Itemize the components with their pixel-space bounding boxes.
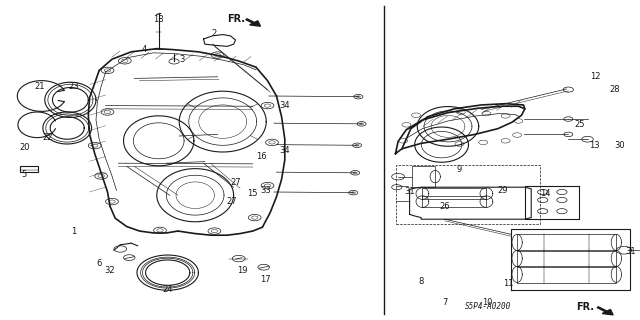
Text: 17: 17 [260,276,271,284]
FancyArrow shape [597,307,613,315]
Text: 5: 5 [22,170,27,179]
Text: 7: 7 [442,298,447,307]
Circle shape [355,144,360,147]
Circle shape [353,172,358,174]
Text: 31: 31 [404,188,415,196]
Text: 19: 19 [237,266,247,275]
Text: 25: 25 [574,120,584,129]
Text: 6: 6 [97,260,102,268]
Text: 8: 8 [419,277,424,286]
Text: 21: 21 [35,82,45,91]
Text: 23: 23 [68,82,79,91]
Text: 28: 28 [609,85,620,94]
Text: 33: 33 [260,186,271,195]
Bar [396,165,540,224]
Text: FR.: FR. [227,14,245,24]
Text: 32: 32 [105,266,115,275]
Text: 3: 3 [180,55,185,64]
Text: 2: 2 [212,29,217,38]
Text: 15: 15 [248,189,258,198]
Text: 9: 9 [457,165,462,174]
Text: 12: 12 [590,72,600,81]
Text: 30: 30 [614,141,625,150]
FancyArrow shape [246,19,260,26]
Text: 1: 1 [71,228,76,236]
Text: 13: 13 [589,141,599,150]
Circle shape [351,191,356,194]
Bar [20,166,38,172]
Text: 22: 22 [43,133,53,142]
Bar [517,266,616,283]
Text: 4: 4 [141,45,147,54]
Text: 18: 18 [154,15,164,24]
Text: 27: 27 [230,178,241,187]
Text: 10: 10 [483,298,493,307]
Text: 11: 11 [504,279,514,288]
Bar [412,166,435,187]
Text: 34: 34 [280,101,290,110]
Text: 16: 16 [256,152,266,161]
Circle shape [356,95,361,98]
Text: 29: 29 [497,186,508,195]
Bar [517,250,616,267]
Circle shape [359,123,364,125]
Text: 24: 24 [163,285,173,294]
Text: 27: 27 [227,197,237,206]
Text: S5P4-A0200: S5P4-A0200 [465,302,511,311]
Text: FR.: FR. [576,302,594,312]
Text: 20: 20 [19,143,29,152]
Text: 14: 14 [540,189,550,198]
Text: 26: 26 [440,202,450,211]
Text: 31: 31 [625,247,636,256]
Bar [517,234,616,251]
Text: 34: 34 [280,146,290,155]
